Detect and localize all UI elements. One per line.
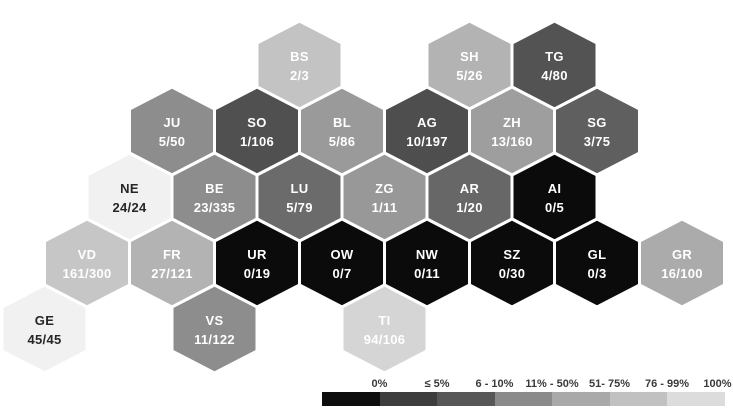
hex-tile-ZH: ZH 13/160 (468, 85, 556, 177)
hex-shape-GR (638, 217, 726, 309)
hex-tile-GL: GL 0/3 (553, 217, 641, 309)
hex-shape-VS (170, 283, 259, 375)
hex-label-LU: LU 5/79 (286, 181, 313, 215)
legend-label-0: 0% (371, 378, 388, 390)
hex-tile-OW: OW 0/7 (298, 217, 386, 309)
hex-tile-SZ: SZ 0/30 (468, 217, 556, 309)
legend: 0% ≤ 5% 6 - 10% 11% - 50% 51- 75% 76 - 9… (322, 374, 732, 406)
hex-shape-TI (340, 283, 429, 375)
hex-label-ZG: ZG 1/11 (372, 181, 398, 215)
hex-label-TG: TG 4/80 (541, 49, 568, 83)
hex-label-JU: JU 5/50 (159, 115, 186, 149)
legend-segment-4 (552, 392, 610, 406)
hex-label-BE: BE 23/335 (194, 181, 236, 215)
hex-label-BS: BS 2/3 (290, 49, 309, 83)
legend-labels: 0% ≤ 5% 6 - 10% 11% - 50% 51- 75% 76 - 9… (322, 374, 732, 391)
legend-segment-0 (322, 392, 380, 406)
hex-tile-VS: VS 11/122 (170, 283, 259, 375)
hex-label-SO: SO 1/106 (240, 115, 274, 149)
hex-label-BL: BL 5/86 (329, 115, 356, 149)
hex-label-SZ: SZ 0/30 (499, 247, 526, 281)
hex-tile-AI: AI 0/5 (510, 151, 599, 243)
hex-label-SG: SG 3/75 (584, 115, 611, 149)
legend-label-4: 51- 75% (589, 378, 630, 390)
hex-label-OW: OW 0/7 (331, 247, 354, 281)
hex-label-GR: GR 16/100 (661, 247, 703, 281)
legend-segment-1 (379, 392, 438, 406)
hex-label-AG: AG 10/197 (406, 115, 448, 149)
legend-segment-2 (437, 392, 495, 406)
hex-tile-SG: SG 3/75 (553, 85, 641, 177)
legend-segment-5 (609, 392, 668, 406)
hex-tile-SH: SH 5/26 (425, 19, 514, 111)
hex-tile-GR: GR 16/100 (638, 217, 726, 309)
hex-label-GL: GL 0/3 (588, 247, 607, 281)
hex-label-VD: VD 161/300 (62, 247, 111, 281)
hex-tile-AR: AR 1/20 (425, 151, 514, 243)
hex-label-SH: SH 5/26 (456, 49, 483, 83)
legend-segment-3 (494, 392, 553, 406)
hex-label-TI: TI 94/106 (364, 313, 406, 347)
hex-label-NW: NW 0/11 (414, 247, 440, 281)
hex-label-ZH: ZH 13/160 (491, 115, 533, 149)
hex-shape-GE (0, 283, 89, 375)
legend-label-1: ≤ 5% (424, 378, 450, 390)
legend-label-3: 11% - 50% (525, 378, 579, 390)
legend-label-6: 100% (703, 378, 732, 390)
hex-label-FR: FR 27/121 (151, 247, 193, 281)
legend-label-2: 6 - 10% (475, 378, 514, 390)
legend-color-bar (322, 392, 726, 406)
hex-label-AI: AI 0/5 (545, 181, 564, 215)
legend-label-5: 76 - 99% (644, 378, 690, 390)
hex-tile-TG: TG 4/80 (510, 19, 599, 111)
hex-label-NE: NE 24/24 (112, 181, 147, 215)
hex-label-AR: AR 1/20 (456, 181, 483, 215)
hex-label-GE: GE 45/45 (27, 313, 61, 347)
legend-segment-6 (667, 392, 726, 406)
hex-label-UR: UR 0/19 (244, 247, 271, 281)
hex-tile-GE: GE 45/45 (0, 283, 89, 375)
hex-tile-TI: TI 94/106 (340, 283, 429, 375)
hex-label-VS: VS 11/122 (194, 313, 235, 347)
